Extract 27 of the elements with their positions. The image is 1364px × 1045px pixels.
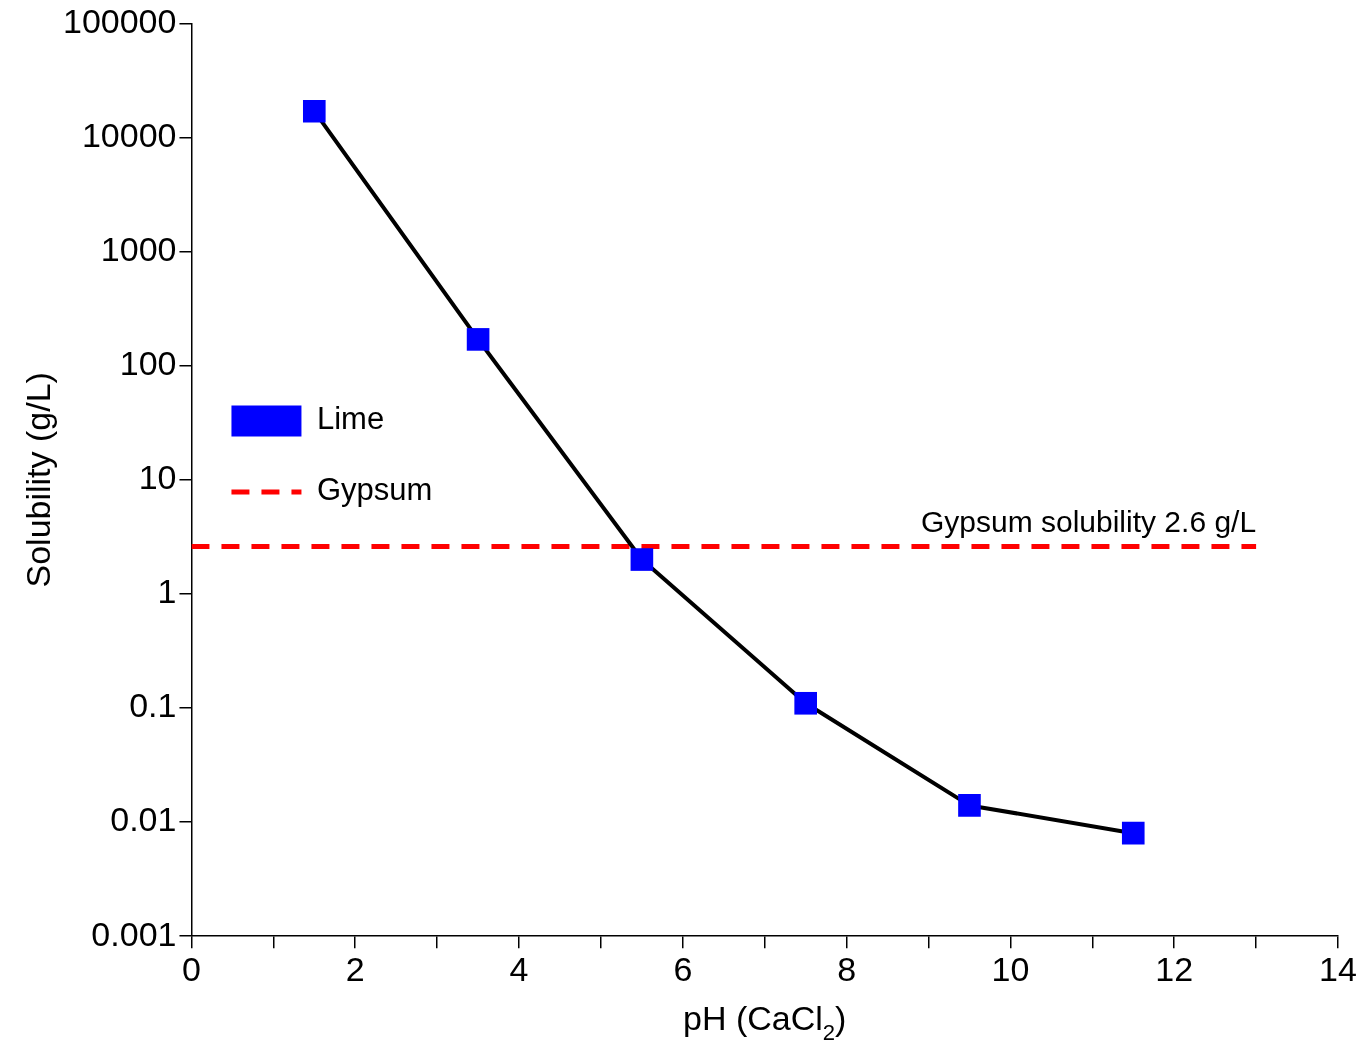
y-tick-label: 0.001 [91, 914, 177, 953]
point [794, 691, 817, 715]
y-tick-label: 1000 [100, 229, 177, 268]
point [630, 548, 654, 571]
legend-label: Lime [316, 401, 385, 437]
annotation: Gypsum solubility 2.6 g/L [920, 504, 1257, 538]
y-tick-label: 0.1 [129, 686, 177, 725]
y-axis-title: Solubility (g/L) [19, 372, 57, 588]
point [466, 328, 490, 351]
x-tick-label: 2 [345, 949, 365, 988]
x-tick-label: 10 [991, 949, 1030, 988]
point [1121, 821, 1145, 845]
y-tick-label: 100000 [62, 1, 177, 40]
y-tick-label: 1 [157, 572, 177, 611]
point [302, 99, 326, 123]
x-tick-label: 6 [673, 949, 693, 988]
x-tick-label: 12 [1155, 949, 1194, 988]
point [958, 794, 981, 817]
x-tick-label: 8 [837, 949, 857, 988]
x-tick-label: 4 [509, 949, 529, 988]
legend-label: Gypsum [316, 472, 433, 508]
x-tick-label: 0 [181, 949, 201, 988]
y-tick-label: 10000 [81, 115, 177, 154]
y-tick-label: 100 [119, 344, 177, 383]
y-tick-label: 10 [138, 458, 177, 497]
y-tick-label: 0.01 [110, 800, 177, 839]
x-tick-label: 14 [1319, 949, 1357, 988]
